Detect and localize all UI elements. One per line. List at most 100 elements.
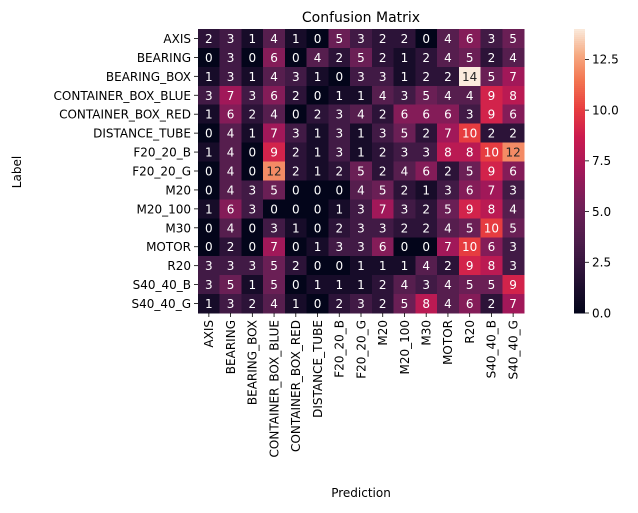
cell-value-label: 10 xyxy=(462,240,477,254)
cell-value-label: 9 xyxy=(488,165,496,179)
colorbar-segment xyxy=(574,150,585,154)
cell-value-label: 2 xyxy=(488,51,496,65)
heatmap-cell xyxy=(328,161,351,182)
heatmap-cell xyxy=(219,104,243,125)
heatmap-cell xyxy=(393,294,416,314)
cell-value-label: 1 xyxy=(205,146,213,160)
colorbar-segment xyxy=(574,104,585,107)
cell-value-label: 0 xyxy=(205,240,213,254)
colorbar-tick-label: 7.5 xyxy=(592,154,611,168)
colorbar-segment xyxy=(574,203,585,206)
colorbar-segment xyxy=(574,146,585,150)
cell-value-label: 1 xyxy=(401,259,409,273)
colorbar-segment xyxy=(574,106,585,109)
heatmap-cell xyxy=(328,294,351,314)
cell-value-label: 3 xyxy=(249,183,257,197)
heatmap-cell xyxy=(241,161,264,182)
colorbar-segment xyxy=(574,197,585,200)
colorbar-segment xyxy=(574,71,585,75)
colorbar-segment xyxy=(574,130,585,133)
heatmap-cell xyxy=(263,256,286,276)
heatmap-cell xyxy=(371,66,395,87)
cell-value-label: 4 xyxy=(270,108,278,122)
cell-value-label: 5 xyxy=(335,32,343,46)
colorbar-segment xyxy=(574,288,585,292)
heatmap-cell xyxy=(458,85,482,106)
heatmap-cell xyxy=(328,218,351,238)
heatmap-cell xyxy=(350,29,373,49)
cell-value-label: 6 xyxy=(270,89,278,103)
heatmap-cell xyxy=(198,123,221,144)
cell-value-label: 2 xyxy=(379,51,387,65)
heatmap-cell xyxy=(371,218,395,238)
heatmap-cell xyxy=(480,161,503,182)
cell-value-label: 7 xyxy=(270,240,278,254)
cell-value-label: 2 xyxy=(292,146,300,160)
colorbar-segment xyxy=(574,266,585,269)
cell-value-label: 3 xyxy=(466,108,474,122)
heatmap-cell xyxy=(415,218,438,238)
cell-value-label: 1 xyxy=(292,32,300,46)
cell-value-label: 5 xyxy=(270,183,278,197)
cell-value-label: 0 xyxy=(422,240,430,254)
heatmap-cell xyxy=(502,104,525,125)
heatmap-cell xyxy=(371,104,395,125)
heatmap-cell xyxy=(328,237,351,257)
cell-value-label: 2 xyxy=(422,202,430,216)
cell-value-label: 1 xyxy=(249,32,257,46)
y-tick-label: CONTAINER_BOX_RED xyxy=(59,108,191,122)
x-tick-label: M30 xyxy=(420,320,434,346)
heatmap-cell xyxy=(219,66,243,87)
cell-value-label: 3 xyxy=(249,202,257,216)
colorbar-segment xyxy=(574,39,585,42)
cell-value-label: 1 xyxy=(357,278,365,292)
cell-value-label: 0 xyxy=(205,51,213,65)
cell-value-label: 1 xyxy=(357,89,365,103)
heatmap-cell xyxy=(371,199,395,219)
cell-value-label: 4 xyxy=(227,183,235,197)
cell-value-label: 0 xyxy=(205,221,213,235)
cell-value-label: 1 xyxy=(335,278,343,292)
cell-value-label: 2 xyxy=(444,165,452,179)
heatmap-cell xyxy=(415,275,438,295)
cell-value-label: 3 xyxy=(227,51,235,65)
heatmap-cell xyxy=(198,218,221,238)
cell-value-label: 0 xyxy=(335,183,343,197)
heatmap-cell xyxy=(371,275,395,295)
cell-value-label: 3 xyxy=(379,70,387,84)
heatmap-cell xyxy=(241,199,264,219)
heatmap-cell xyxy=(263,218,286,238)
heatmap-cell xyxy=(393,218,416,238)
cell-value-label: 2 xyxy=(401,221,409,235)
colorbar-segment xyxy=(574,35,585,38)
colorbar-segment xyxy=(574,296,585,300)
cell-value-label: 2 xyxy=(379,278,387,292)
heatmap-cell xyxy=(350,142,373,163)
cell-value-label: 2 xyxy=(314,108,322,122)
cell-value-label: 4 xyxy=(227,127,235,141)
cell-value-label: 3 xyxy=(509,240,517,254)
colorbar-segment xyxy=(574,195,585,198)
colorbar-segment xyxy=(574,144,585,148)
heatmap-cell xyxy=(306,294,329,314)
cell-value-label: 4 xyxy=(444,221,452,235)
cell-value-label: 3 xyxy=(422,146,430,160)
heatmap-cell xyxy=(415,66,438,87)
cell-value-label: 2 xyxy=(401,32,409,46)
x-tick-label: F20_20_B xyxy=(333,320,347,378)
cell-value-label: 2 xyxy=(401,183,409,197)
heatmap-cell xyxy=(241,123,264,144)
heatmap-cell xyxy=(284,256,308,276)
colorbar-segment xyxy=(574,63,585,67)
heatmap-cell xyxy=(198,142,221,163)
heatmap-cell xyxy=(219,161,243,182)
cell-value-label: 0 xyxy=(292,51,300,65)
heatmap-cell xyxy=(328,142,351,163)
cell-value-label: 6 xyxy=(466,183,474,197)
cell-value-label: 2 xyxy=(509,127,517,141)
heatmap-cell xyxy=(306,256,329,276)
colorbar-tick-label: 2.5 xyxy=(592,256,611,270)
cell-value-label: 3 xyxy=(509,183,517,197)
colorbar: 0.0 2.5 5.0 7.5 10.0 12.5 xyxy=(574,29,619,320)
heatmap-cell xyxy=(263,294,286,314)
